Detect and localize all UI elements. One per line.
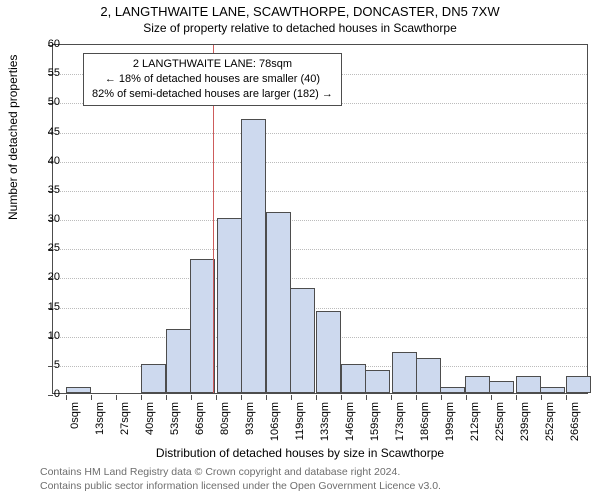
histogram-bar bbox=[290, 288, 315, 393]
xtick-label: 173sqm bbox=[394, 402, 406, 441]
histogram-bar bbox=[241, 119, 266, 393]
grid-line bbox=[53, 278, 587, 279]
xtick-mark bbox=[366, 395, 367, 400]
y-axis-label: Number of detached properties bbox=[6, 55, 20, 220]
xtick-label: 40sqm bbox=[144, 402, 156, 435]
xtick-mark bbox=[416, 395, 417, 400]
histogram-bar bbox=[341, 364, 366, 393]
xtick-mark bbox=[141, 395, 142, 400]
xtick-mark bbox=[516, 395, 517, 400]
xtick-mark bbox=[466, 395, 467, 400]
histogram-bar bbox=[141, 364, 166, 393]
grid-line bbox=[53, 249, 587, 250]
histogram-bar bbox=[316, 311, 341, 393]
xtick-label: 199sqm bbox=[444, 402, 456, 441]
histogram-bar bbox=[440, 387, 465, 393]
xtick-mark bbox=[441, 395, 442, 400]
xtick-label: 159sqm bbox=[369, 402, 381, 441]
histogram-bar bbox=[190, 259, 215, 393]
x-axis-label: Distribution of detached houses by size … bbox=[0, 446, 600, 460]
ytick-label: 20 bbox=[48, 271, 60, 283]
histogram-bar bbox=[365, 370, 390, 393]
xtick-label: 80sqm bbox=[219, 402, 231, 435]
xtick-label: 27sqm bbox=[119, 402, 131, 435]
grid-line bbox=[53, 191, 587, 192]
histogram-bar bbox=[392, 352, 417, 393]
xtick-mark bbox=[166, 395, 167, 400]
histogram-bar bbox=[516, 376, 541, 394]
credits: Contains HM Land Registry data © Crown c… bbox=[40, 466, 441, 493]
xtick-mark bbox=[566, 395, 567, 400]
ytick-label: 25 bbox=[48, 242, 60, 254]
histogram-bar bbox=[465, 376, 490, 394]
histogram-bar bbox=[66, 387, 91, 393]
xtick-mark bbox=[216, 395, 217, 400]
info-box: 2 LANGTHWAITE LANE: 78sqm ← 18% of detac… bbox=[83, 53, 342, 106]
xtick-label: 186sqm bbox=[419, 402, 431, 441]
plot-area: 2 LANGTHWAITE LANE: 78sqm ← 18% of detac… bbox=[52, 44, 588, 394]
credits-line-1: Contains HM Land Registry data © Crown c… bbox=[40, 466, 441, 480]
xtick-mark bbox=[491, 395, 492, 400]
grid-line bbox=[53, 133, 587, 134]
xtick-mark bbox=[391, 395, 392, 400]
ytick-label: 10 bbox=[48, 330, 60, 342]
ytick-label: 60 bbox=[48, 38, 60, 50]
xtick-label: 53sqm bbox=[169, 402, 181, 435]
xtick-label: 266sqm bbox=[569, 402, 581, 441]
xtick-label: 212sqm bbox=[469, 402, 481, 441]
histogram-bar bbox=[540, 387, 565, 393]
xtick-mark bbox=[91, 395, 92, 400]
ytick-label: 40 bbox=[48, 155, 60, 167]
ytick-label: 50 bbox=[48, 96, 60, 108]
ytick-label: 0 bbox=[54, 388, 60, 400]
histogram-bar bbox=[489, 381, 514, 393]
grid-line bbox=[53, 162, 587, 163]
chart-title: 2, LANGTHWAITE LANE, SCAWTHORPE, DONCAST… bbox=[0, 0, 600, 21]
histogram-bar bbox=[416, 358, 441, 393]
xtick-mark bbox=[191, 395, 192, 400]
histogram-bar bbox=[266, 212, 291, 393]
ytick-label: 5 bbox=[54, 359, 60, 371]
xtick-label: 119sqm bbox=[294, 402, 306, 440]
ytick-label: 35 bbox=[48, 184, 60, 196]
xtick-mark bbox=[291, 395, 292, 400]
xtick-label: 13sqm bbox=[94, 402, 106, 435]
grid-line bbox=[53, 220, 587, 221]
ytick-label: 45 bbox=[48, 126, 60, 138]
ytick-label: 15 bbox=[48, 301, 60, 313]
credits-line-2: Contains public sector information licen… bbox=[40, 480, 441, 494]
xtick-label: 0sqm bbox=[69, 402, 81, 429]
xtick-label: 252sqm bbox=[544, 402, 556, 441]
info-line-2: ← 18% of detached houses are smaller (40… bbox=[92, 72, 333, 87]
chart-subtitle: Size of property relative to detached ho… bbox=[0, 21, 600, 37]
xtick-label: 106sqm bbox=[269, 402, 281, 441]
xtick-mark bbox=[341, 395, 342, 400]
histogram-bar bbox=[217, 218, 242, 393]
ytick-label: 30 bbox=[48, 213, 60, 225]
ytick-mark bbox=[48, 366, 53, 367]
info-line-3: 82% of semi-detached houses are larger (… bbox=[92, 87, 333, 102]
xtick-label: 66sqm bbox=[194, 402, 206, 435]
xtick-label: 93sqm bbox=[244, 402, 256, 435]
ytick-label: 55 bbox=[48, 67, 60, 79]
xtick-mark bbox=[541, 395, 542, 400]
plot-wrapper: 2 LANGTHWAITE LANE: 78sqm ← 18% of detac… bbox=[52, 44, 588, 394]
xtick-mark bbox=[316, 395, 317, 400]
histogram-bar bbox=[166, 329, 191, 393]
xtick-mark bbox=[266, 395, 267, 400]
xtick-mark bbox=[66, 395, 67, 400]
xtick-label: 133sqm bbox=[319, 402, 331, 441]
grid-line bbox=[53, 308, 587, 309]
xtick-mark bbox=[241, 395, 242, 400]
ytick-mark bbox=[48, 395, 53, 396]
xtick-label: 146sqm bbox=[344, 402, 356, 441]
histogram-bar bbox=[566, 376, 591, 394]
info-line-1: 2 LANGTHWAITE LANE: 78sqm bbox=[92, 57, 333, 72]
xtick-mark bbox=[116, 395, 117, 400]
xtick-label: 239sqm bbox=[519, 402, 531, 441]
xtick-label: 225sqm bbox=[494, 402, 506, 441]
